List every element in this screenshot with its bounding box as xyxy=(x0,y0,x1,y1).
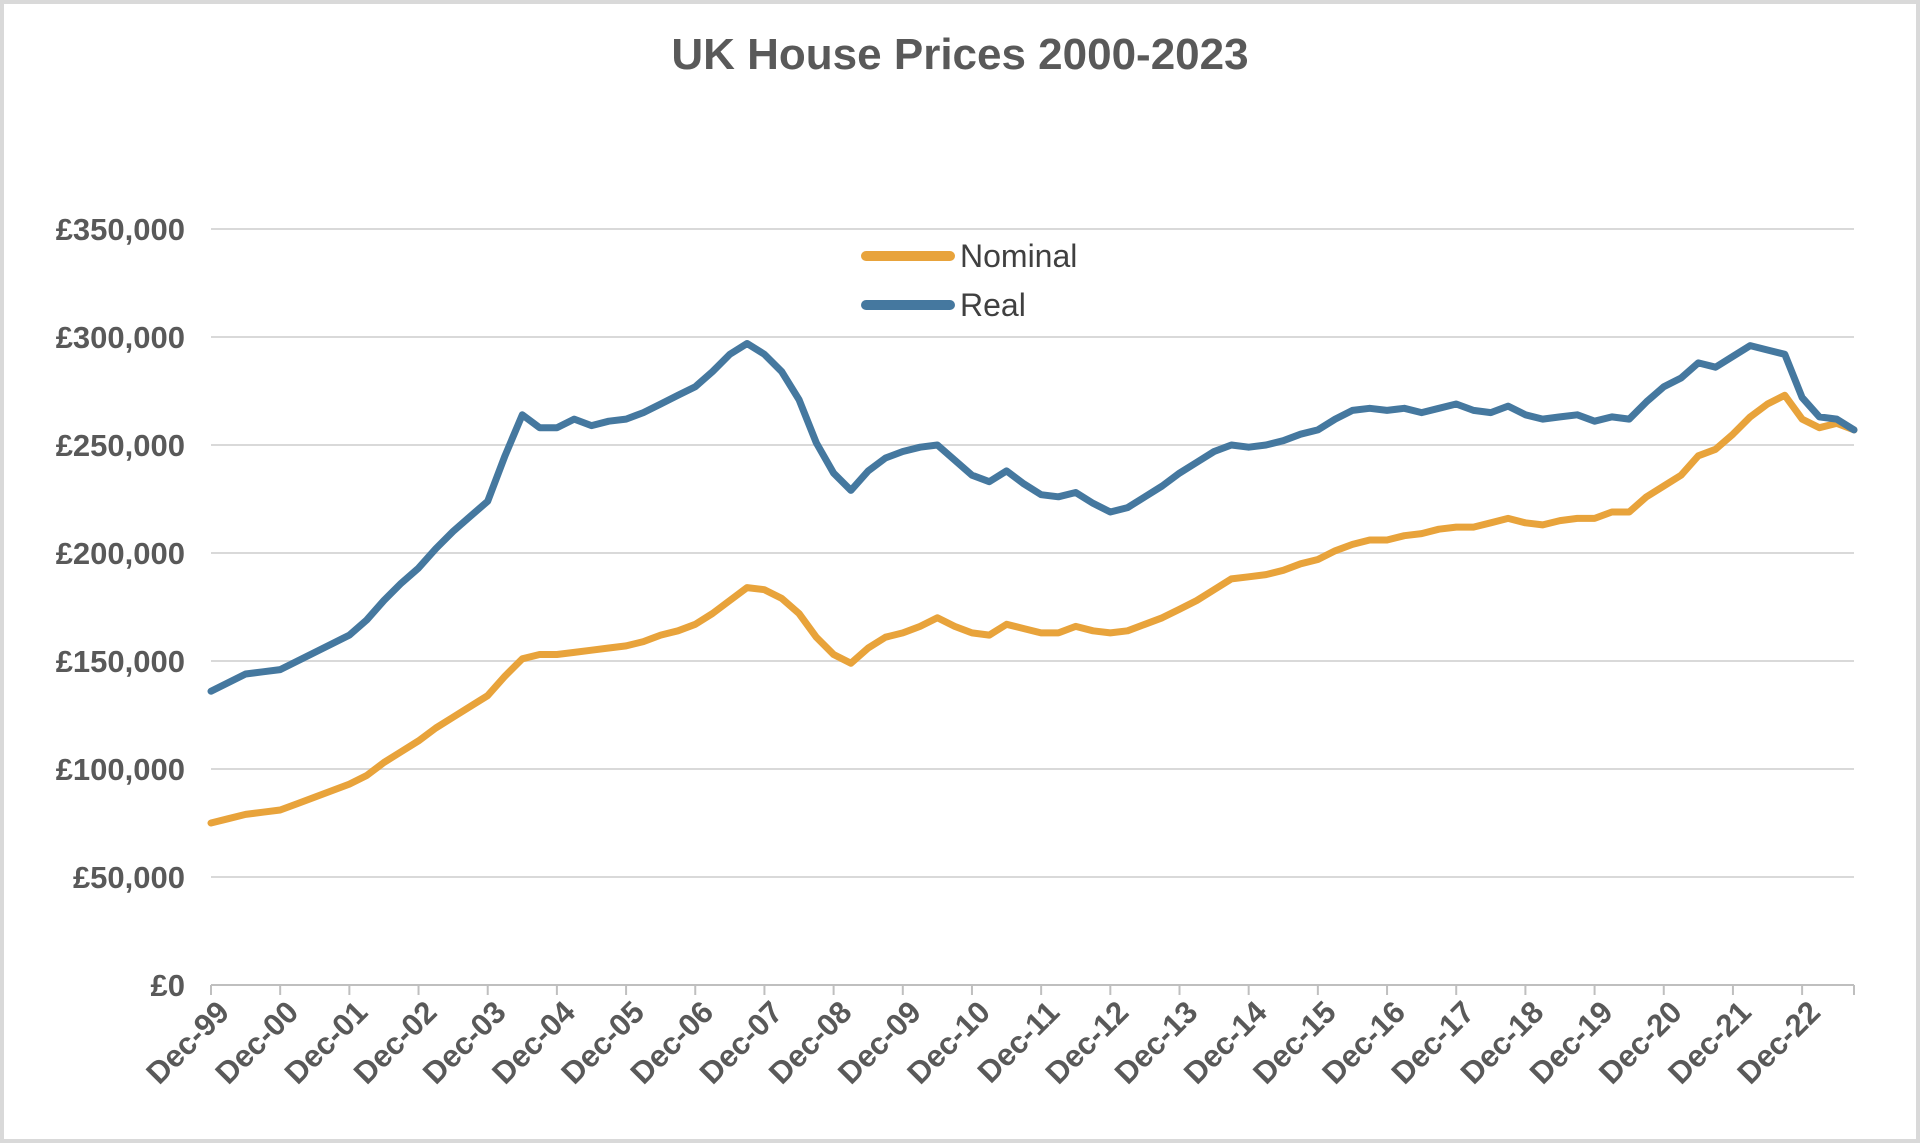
y-tick-label: £150,000 xyxy=(56,644,185,679)
y-tick-label: £0 xyxy=(151,968,185,1003)
y-tick-label: £300,000 xyxy=(56,320,185,355)
y-tick-label: £350,000 xyxy=(56,212,185,247)
plot-area: £0 £50,000 £100,000 £150,000 £200,000 £250,00… xyxy=(56,212,1858,1091)
nominal-line xyxy=(207,391,1858,827)
y-tick-label: £50,000 xyxy=(73,860,185,895)
y-tick-label: £100,000 xyxy=(56,752,185,787)
legend-label-real: Real xyxy=(960,287,1026,323)
real-line xyxy=(207,340,1858,695)
chart-title: UK House Prices 2000-2023 xyxy=(671,30,1249,79)
y-tick-label: £200,000 xyxy=(56,536,185,571)
y-tick-label: £250,000 xyxy=(56,428,185,463)
legend-label-nominal: Nominal xyxy=(960,238,1077,274)
